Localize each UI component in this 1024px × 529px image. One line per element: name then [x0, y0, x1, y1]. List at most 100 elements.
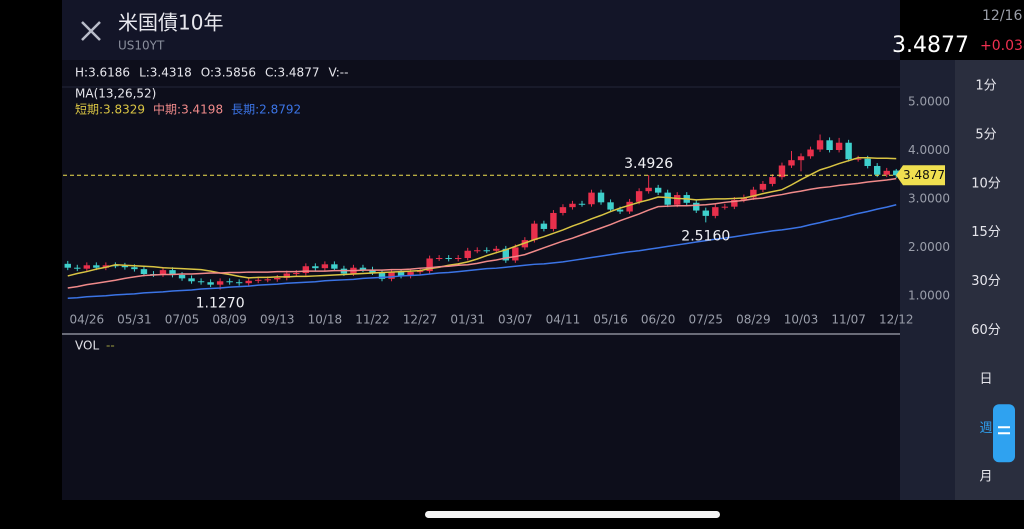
ma-line — [67, 157, 897, 279]
y-tick-label: 5.0000 — [908, 95, 950, 109]
candle-body — [369, 269, 376, 273]
date: 12/16 — [982, 8, 1022, 24]
extreme-label: 3.4926 — [624, 156, 673, 172]
ohlc-info: V:-- — [328, 66, 348, 80]
timeframe-button[interactable]: 30分 — [971, 274, 1001, 289]
candle-body — [654, 187, 662, 193]
candle-body — [569, 203, 576, 208]
candle-body — [407, 272, 414, 276]
candle-body — [216, 281, 224, 285]
candle-body — [512, 247, 519, 261]
close-button[interactable] — [81, 21, 101, 41]
candle-body — [759, 183, 767, 190]
y-tick-label: 1.0000 — [908, 288, 950, 302]
candle-body — [816, 140, 824, 150]
timeframe-button[interactable]: 月 — [979, 470, 992, 485]
candle-body — [721, 206, 729, 208]
timeframe-button[interactable]: 15分 — [971, 225, 1001, 240]
ma-title: MA(13,26,52) — [75, 87, 156, 101]
header-bar — [62, 0, 900, 60]
candle-body — [274, 277, 281, 280]
candle-body — [426, 258, 433, 272]
candle-body — [797, 156, 805, 161]
candle-body — [550, 212, 557, 229]
candle-body — [607, 202, 614, 210]
timeframe-button[interactable]: 1分 — [975, 79, 996, 94]
candle-body — [321, 264, 329, 269]
ohlc-info: O:3.5856 — [201, 66, 256, 80]
x-tick-label: 08/29 — [736, 313, 771, 327]
candle-body — [645, 187, 652, 192]
slider-grip — [998, 426, 1010, 435]
candle-body — [359, 267, 367, 270]
candle-body — [664, 192, 671, 205]
candle-body — [778, 165, 786, 178]
title: 米国債10年 — [118, 11, 223, 35]
candle-body — [131, 267, 138, 270]
change: +0.038 — [980, 38, 1024, 54]
legend-entry: 短期:3.8329 — [75, 103, 145, 117]
candle-body — [788, 160, 795, 166]
candle-body — [474, 250, 481, 252]
x-tick-label: 01/31 — [450, 313, 485, 327]
timeframe-button[interactable]: 10分 — [971, 176, 1001, 191]
candle-body — [121, 265, 129, 268]
candle-body — [845, 142, 852, 160]
candle-body — [873, 165, 881, 175]
x-tick-label: 10/03 — [784, 313, 819, 327]
candle-body — [835, 142, 843, 150]
candle-body — [769, 177, 776, 184]
x-tick-label: 05/16 — [593, 313, 628, 327]
price-tag-label: 3.4877 — [903, 168, 945, 182]
candle-body — [531, 223, 538, 241]
candle-body — [712, 207, 719, 216]
candle-body — [750, 189, 757, 198]
x-tick-label: 09/13 — [260, 313, 295, 327]
ohlc-info: H:3.6186 — [75, 66, 130, 80]
candle-body — [178, 274, 186, 279]
ma-line — [67, 204, 897, 299]
x-tick-label: 06/20 — [641, 313, 676, 327]
candle-body — [731, 199, 738, 207]
home-indicator[interactable] — [425, 511, 720, 518]
candle-body — [674, 195, 681, 205]
price: 3.4877 — [892, 33, 969, 58]
candle-body — [826, 140, 833, 150]
x-tick-label: 05/31 — [117, 313, 152, 327]
candle-body — [226, 281, 233, 283]
candle-body — [112, 265, 119, 267]
candle-body — [302, 266, 310, 274]
chart-area — [62, 60, 900, 500]
timeframe-button[interactable]: 60分 — [971, 323, 1001, 338]
ohlc-info: L:3.4318 — [139, 66, 192, 80]
candle-body — [864, 158, 871, 166]
candle-body — [883, 170, 890, 175]
x-tick-label: 12/27 — [403, 313, 438, 327]
timeframe-button[interactable]: 週 — [979, 421, 992, 436]
price-tag — [896, 165, 945, 186]
candle-body — [74, 267, 81, 269]
axis-panel — [900, 60, 955, 500]
candle-body — [331, 264, 338, 269]
extreme-label: 2.5160 — [681, 228, 730, 244]
candle-body — [245, 280, 252, 284]
candle-body — [435, 258, 443, 260]
candle-body — [312, 266, 319, 269]
x-tick-label: 03/07 — [498, 313, 533, 327]
candle-body — [807, 149, 814, 157]
candle-body — [397, 272, 405, 276]
y-tick-label: 2.0000 — [908, 240, 950, 254]
y-tick-label: 3.0000 — [908, 191, 950, 205]
candle-body — [283, 273, 290, 278]
candle-body — [464, 250, 471, 259]
timeframe-button[interactable]: 日 — [979, 372, 992, 387]
extreme-label: 1.1270 — [196, 296, 245, 312]
candle-body — [626, 201, 633, 212]
x-tick-label: 07/05 — [165, 313, 200, 327]
candle-body — [64, 263, 71, 268]
timeframe-button[interactable]: 5分 — [975, 127, 996, 142]
candle-body — [197, 281, 205, 283]
x-tick-label: 04/26 — [70, 313, 105, 327]
